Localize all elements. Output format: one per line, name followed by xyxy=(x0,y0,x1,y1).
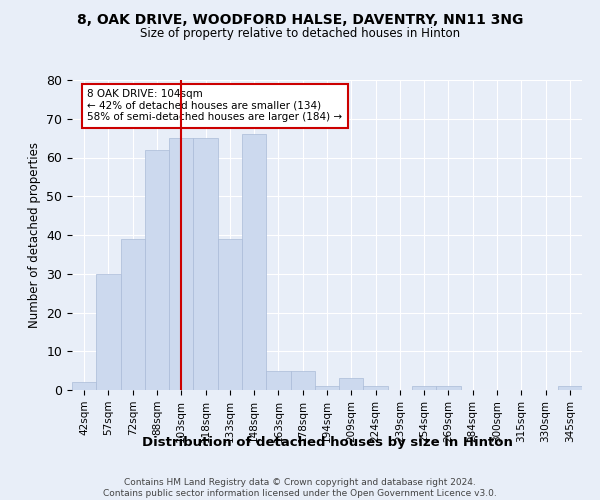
Text: Size of property relative to detached houses in Hinton: Size of property relative to detached ho… xyxy=(140,28,460,40)
Bar xyxy=(72,382,96,390)
Bar xyxy=(218,239,242,390)
Bar xyxy=(242,134,266,390)
Text: Distribution of detached houses by size in Hinton: Distribution of detached houses by size … xyxy=(142,436,512,449)
Bar xyxy=(436,386,461,390)
Y-axis label: Number of detached properties: Number of detached properties xyxy=(28,142,41,328)
Bar xyxy=(121,239,145,390)
Bar xyxy=(412,386,436,390)
Text: Contains HM Land Registry data © Crown copyright and database right 2024.
Contai: Contains HM Land Registry data © Crown c… xyxy=(103,478,497,498)
Bar xyxy=(315,386,339,390)
Bar xyxy=(290,370,315,390)
Bar xyxy=(145,150,169,390)
Bar xyxy=(193,138,218,390)
Text: 8 OAK DRIVE: 104sqm
← 42% of detached houses are smaller (134)
58% of semi-detac: 8 OAK DRIVE: 104sqm ← 42% of detached ho… xyxy=(88,90,343,122)
Bar xyxy=(339,378,364,390)
Text: 8, OAK DRIVE, WOODFORD HALSE, DAVENTRY, NN11 3NG: 8, OAK DRIVE, WOODFORD HALSE, DAVENTRY, … xyxy=(77,12,523,26)
Bar xyxy=(558,386,582,390)
Bar xyxy=(364,386,388,390)
Bar xyxy=(169,138,193,390)
Bar xyxy=(266,370,290,390)
Bar xyxy=(96,274,121,390)
